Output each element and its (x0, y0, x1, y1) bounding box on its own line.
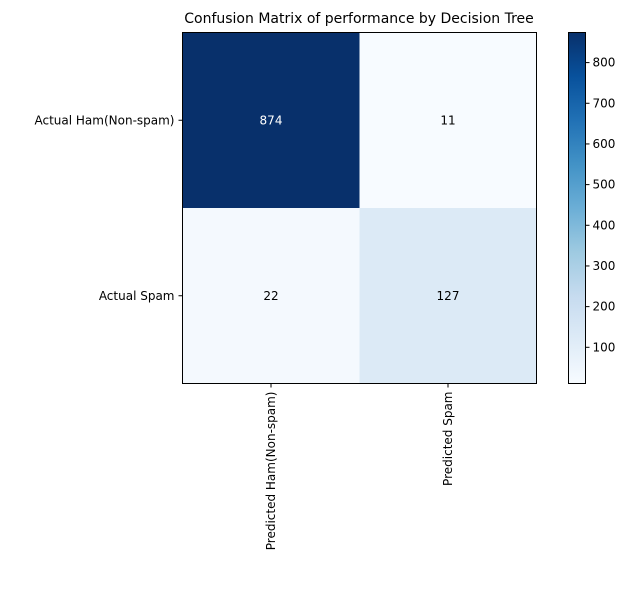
colorbar-tick-label: 600 (593, 137, 616, 151)
y-tick-label: Actual Ham(Non-spam) (34, 113, 174, 127)
colorbar (568, 32, 586, 384)
x-tick-label: Predicted Ham(Non-spam) (264, 392, 278, 551)
chart-title: Confusion Matrix of performance by Decis… (184, 11, 534, 27)
colorbar-tick-label: 500 (593, 178, 616, 192)
colorbar-tick-label: 300 (593, 259, 616, 273)
heatmap-cell-r1-c0 (182, 208, 360, 384)
cell-value-label: 22 (263, 289, 278, 303)
colorbar-tick-label: 700 (593, 96, 616, 110)
colorbar-axis: 100 200 300 400 500 600 700 800 (585, 56, 616, 354)
cell-value-label: 874 (260, 113, 283, 127)
heatmap-cell-r0-c0 (182, 32, 360, 208)
colorbar-tick-label: 200 (593, 300, 616, 314)
colorbar-tick-label: 800 (593, 56, 616, 70)
x-axis: Predicted Ham(Non-spam) Predicted Spam (264, 383, 455, 551)
colorbar-tick-label: 100 (593, 340, 616, 354)
x-tick-label: Predicted Spam (441, 392, 455, 486)
cell-value-label: 11 (440, 113, 455, 127)
heatmap-cell-r1-c1 (359, 208, 537, 384)
heatmap-cell-r0-c1 (359, 32, 537, 208)
y-axis: Actual Ham(Non-spam) Actual Spam (34, 113, 183, 303)
plot-frame (182, 32, 537, 384)
colorbar-tick-label: 400 (593, 218, 616, 232)
heatmap-cell-labels: 874 11 22 127 (260, 113, 460, 303)
heatmap-cells (182, 32, 537, 384)
cell-value-label: 127 (437, 289, 460, 303)
y-tick-label: Actual Spam (99, 289, 175, 303)
